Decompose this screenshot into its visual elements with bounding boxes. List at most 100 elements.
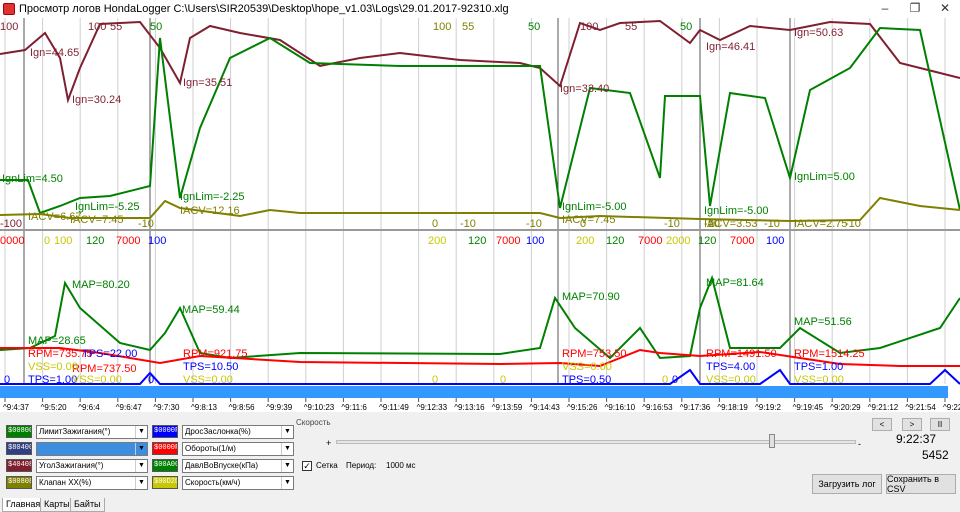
right-channel-row[interactable]: $00A000 ДавлВоВпуске(кПа) ▼ [152,458,294,473]
nav-prev-button[interactable]: < [872,418,892,431]
chevron-down-icon[interactable]: ▼ [281,425,293,438]
period-value: 1000 мс [386,461,416,470]
tab-bytes[interactable]: Байты [70,498,105,512]
channel-select[interactable]: ▼ [36,441,148,456]
top-annotation: IgnLim=4.50 [2,173,63,185]
top-scale-label-bottom: -10 [138,218,154,230]
bottom-annotation: RPM=737.50 [72,363,137,375]
nav-next-button[interactable]: > [902,418,922,431]
channel-select[interactable]: ДавлВоВпуске(кПа) ▼ [182,458,294,473]
channel-select[interactable]: ЛимитЗажигания(°) ▼ [36,424,148,439]
minimize-button[interactable]: – [881,1,889,15]
speed-slider-thumb[interactable] [769,434,775,448]
channel-select-label: УголЗажигания(°) [39,461,104,470]
left-channel-row[interactable]: $804000 ▼ [6,441,148,456]
chevron-down-icon[interactable]: ▼ [281,442,293,455]
top-scale-label: 55 [625,21,637,33]
channel-color-swatch[interactable]: $008080 [6,476,32,489]
top-annotation: IACV=2.75 [794,218,848,230]
period-label: Период: [346,461,377,470]
tab-maps[interactable]: Карты [40,498,74,512]
top-scale-label: 55 [110,21,122,33]
top-scale-label-bottom: -100 [0,218,22,230]
channel-color-swatch[interactable]: $00D2D2 [152,476,178,489]
bottom-scale-label: 0000 [0,235,24,247]
channel-color-swatch[interactable]: $00A000 [152,459,178,472]
chevron-down-icon[interactable]: ▼ [135,442,147,455]
time-axis-label: ^9:6:4 [78,403,100,412]
control-panel: $008000ЛимитЗажигания(°)▼$804000▼$404080… [0,412,960,498]
left-channel-row[interactable]: $008000 ЛимитЗажигания(°) ▼ [6,424,148,439]
channel-select[interactable]: Обороты(1/м) ▼ [182,441,294,456]
chevron-down-icon[interactable]: ▼ [281,476,293,489]
nav-pause-button[interactable]: II [930,418,950,431]
chevron-down-icon[interactable]: ▼ [135,476,147,489]
log-chart[interactable]: 100 100 55 50 100 55 50 100 55 50 -100 -10 0 -10 -10 0-… [0,18,960,412]
grid-checkbox[interactable]: ✓ [302,461,312,471]
bottom-annotation: VSS=0.00 [28,361,78,373]
bottom-scale-label: 200 [428,235,446,247]
channel-select[interactable]: Клапан ХХ(%) ▼ [36,475,148,490]
top-annotation: Ign=44.65 [30,47,79,59]
bottom-annotation: TPS=10.50 [183,361,238,373]
grid-label: Сетка [316,461,338,470]
left-channel-row[interactable]: $404080 УголЗажигания(°) ▼ [6,458,148,473]
top-scale-label-bottom: -10 [764,218,780,230]
channel-select-label: Клапан ХХ(%) [39,478,92,487]
right-channel-row[interactable]: $00D2D2 Скорость(км/ч) ▼ [152,475,294,490]
time-axis-label: ^9:12:33 [417,403,448,412]
ignition-angle-series [0,19,960,104]
title-bar: Просмотр логов HondaLogger C:\Users\SIR2… [0,0,960,18]
top-annotation: IgnLim=-2.25 [180,191,245,203]
top-scale-label-bottom: -10 [526,218,542,230]
load-log-button[interactable]: Загрузить лог [812,474,882,494]
channel-select[interactable]: ДросЗаслонка(%) ▼ [182,424,294,439]
top-scale-label: 50 [528,21,540,33]
bottom-annotation: RPM=735.75 [28,348,93,360]
time-axis-label: ^9:21:12 [868,403,899,412]
top-annotation: Ign=35.51 [183,77,232,89]
close-button[interactable]: ✕ [939,1,951,15]
bottom-scale-label: 7000 [638,235,662,247]
channel-color-swatch[interactable]: $008000 [6,425,32,438]
channel-color-swatch[interactable]: $804000 [6,442,32,455]
chevron-down-icon[interactable]: ▼ [135,459,147,472]
rpm-series [0,347,960,368]
channel-color-swatch[interactable]: $404080 [6,459,32,472]
time-axis-label: ^9:4:37 [3,403,30,412]
tab-main[interactable]: Главная [2,498,45,512]
time-axis-label: ^9:7:30 [153,403,180,412]
bottom-annotation: VSS=0.00 [706,374,756,386]
chevron-down-icon[interactable]: ▼ [135,425,147,438]
top-annotation: IACV=12.16 [180,205,240,217]
bottom-annotation: VSS=0.00 [183,374,233,386]
time-axis-label: ^9:5:20 [41,403,68,412]
channel-select[interactable]: Скорость(км/ч) ▼ [182,475,294,490]
top-scale-label-bottom: 0 [580,218,586,230]
time-axis-label: ^9:8:56 [229,403,256,412]
maximize-button[interactable]: ❐ [909,1,921,15]
speed-slider[interactable] [336,440,856,444]
time-axis-label: ^9:11:6 [341,403,367,412]
bottom-scale-label: 120 [468,235,486,247]
bottom-annotation: TPS=0.50 [562,374,611,386]
top-scale-label-bottom: -10 [664,218,680,230]
chevron-down-icon[interactable]: ▼ [281,459,293,472]
right-channel-row[interactable]: $0000FF ДросЗаслонка(%) ▼ [152,424,294,439]
channel-color-swatch[interactable]: $0000FF [152,425,178,438]
app-icon [3,3,15,15]
top-scale-label: 50 [150,21,162,33]
left-channel-row[interactable]: $008080 Клапан ХХ(%) ▼ [6,475,148,490]
bottom-annotation: TPS=1.00 [28,374,77,386]
bottom-annotation: TPS=1.00 [794,361,843,373]
chart-canvas[interactable]: 100 100 55 50 100 55 50 100 55 50-100 -10 0 -10 -10 0-… [0,18,960,412]
channel-color-swatch[interactable]: $0000FF [152,442,178,455]
bottom-annotation: RPM=921.75 [183,348,248,360]
bottom-scale-label: 120 [86,235,104,247]
right-channel-row[interactable]: $0000FF Обороты(1/м) ▼ [152,441,294,456]
channel-select[interactable]: УголЗажигания(°) ▼ [36,458,148,473]
bottom-scale-label: 100 [148,235,166,247]
save-csv-button[interactable]: Сохранить в CSV [886,474,956,494]
bottom-scale-label: 100 [766,235,784,247]
bottom-annotation: VSS=0.00 [72,374,122,386]
